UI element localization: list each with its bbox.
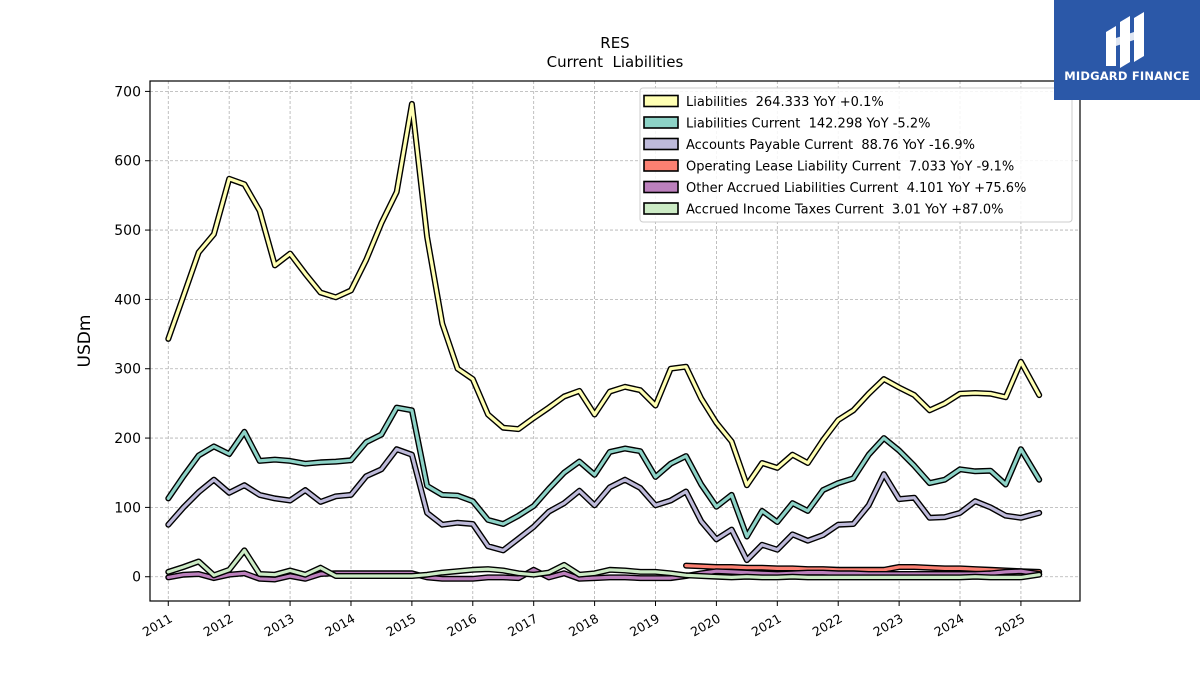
brand-name: MIDGARD FINANCE	[1064, 69, 1190, 83]
y-tick-label: 500	[114, 223, 141, 239]
x-tick-label: 2017	[505, 611, 540, 640]
plot-area	[165, 100, 1043, 583]
chart-subtitle: Current Liabilities	[547, 53, 684, 71]
x-tick-label: 2018	[566, 611, 601, 640]
legend-item: Accrued Income Taxes Current 3.01 YoY +8…	[643, 202, 1003, 218]
legend-item: Liabilities 264.333 YoY +0.1%	[643, 94, 884, 110]
legend-item: Other Accrued Liabilities Current 4.101 …	[643, 180, 1026, 196]
midgard-logo-icon	[1106, 12, 1144, 68]
series-line-outline	[165, 404, 1043, 540]
legend-label: Accrued Income Taxes Current 3.01 YoY +8…	[686, 203, 1003, 218]
x-tick-label: 2019	[627, 611, 662, 640]
series-1	[165, 100, 1043, 489]
legend-label: Accounts Payable Current 88.76 YoY -16.9…	[686, 138, 975, 153]
y-tick-label: 400	[114, 292, 141, 308]
legend-swatch	[643, 137, 679, 151]
x-tick-label: 2021	[749, 611, 784, 640]
y-tick-label: 300	[114, 362, 141, 378]
legend-item: Operating Lease Liability Current 7.033 …	[643, 159, 1014, 175]
series-3	[165, 446, 1043, 564]
series-2	[165, 404, 1043, 540]
legend-label: Other Accrued Liabilities Current 4.101 …	[686, 181, 1026, 196]
y-tick-label: 200	[114, 431, 141, 447]
legend-swatch	[643, 159, 679, 172]
y-tick-label: 100	[114, 500, 141, 516]
legend-label: Liabilities Current 142.298 YoY -5.2%	[686, 117, 930, 132]
legend-item: Liabilities Current 142.298 YoY -5.2%	[643, 116, 930, 132]
legend-label: Operating Lease Liability Current 7.033 …	[686, 160, 1014, 175]
series-4	[683, 562, 1043, 575]
series-line	[166, 548, 1041, 580]
series-6	[165, 547, 1043, 581]
legend: Liabilities 264.333 YoY +0.1% Liabilities…	[639, 87, 1073, 223]
legend-label: Liabilities 264.333 YoY +0.1%	[686, 95, 884, 110]
x-tick-label: 2022	[810, 611, 845, 640]
legend-swatch	[643, 180, 679, 194]
brand-logo: MIDGARD FINANCE	[1054, 0, 1200, 100]
y-tick-label: 600	[114, 154, 141, 170]
x-tick-label: 2014	[322, 611, 357, 640]
x-tick-label: 2020	[688, 611, 723, 640]
series-5	[165, 566, 1043, 583]
legend-swatch	[643, 116, 679, 129]
x-tick-label: 2011	[140, 611, 175, 640]
x-tick-label: 2025	[992, 611, 1027, 640]
y-axis-label: USDm	[75, 315, 95, 368]
series-line	[166, 447, 1041, 562]
legend-box	[639, 87, 1073, 223]
legend-swatch	[643, 94, 679, 108]
y-tick-label: 0	[132, 570, 141, 586]
y-tick-label: 700	[114, 84, 141, 100]
x-tick-label: 2016	[444, 611, 479, 640]
series-line	[684, 563, 1041, 574]
series-line	[166, 406, 1041, 539]
legend-item: Accounts Payable Current 88.76 YoY -16.9…	[643, 137, 975, 153]
plot-frame	[149, 80, 1081, 602]
x-tick-label: 2015	[383, 611, 418, 640]
x-tick-label: 2024	[931, 611, 966, 640]
x-tick-label: 2023	[871, 611, 906, 640]
chart-title: RES	[600, 34, 629, 52]
legend-swatch	[643, 202, 679, 215]
x-tick-label: 2013	[262, 611, 297, 640]
series-line	[166, 102, 1041, 487]
series-line	[166, 568, 1041, 582]
x-tick-label: 2012	[201, 611, 236, 640]
